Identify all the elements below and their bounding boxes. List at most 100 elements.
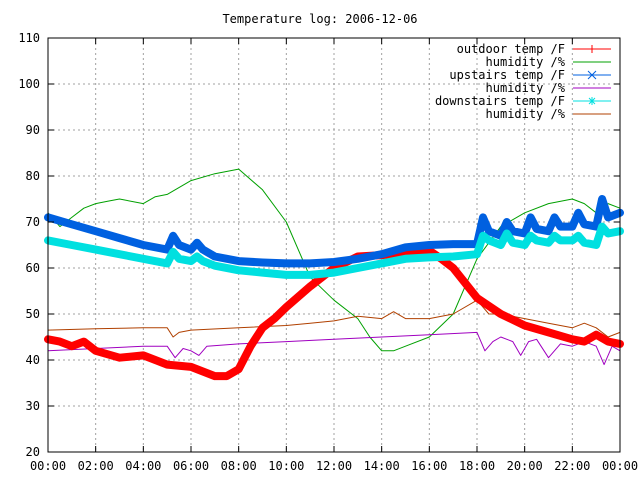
data-point (576, 234, 580, 238)
legend-label: downstairs temp /F (435, 94, 565, 108)
data-point (94, 349, 98, 353)
data-point (189, 365, 193, 369)
data-point (594, 333, 598, 337)
legend-label: outdoor temp /F (457, 42, 565, 56)
data-point (141, 257, 145, 261)
legend-label: humidity /% (486, 55, 566, 69)
series-layer (44, 168, 624, 381)
data-point (594, 225, 598, 229)
data-point (356, 266, 360, 270)
data-point (177, 243, 181, 247)
legend-label: humidity /% (486, 107, 566, 121)
data-point (505, 232, 509, 235)
data-point (511, 241, 515, 245)
data-point (427, 243, 431, 247)
data-point (558, 225, 562, 229)
legend-marker-star-icon (588, 97, 596, 105)
data-point (427, 255, 431, 259)
data-point (308, 284, 312, 288)
data-point (570, 337, 574, 341)
data-point (70, 222, 74, 226)
y-tick-label: 50 (26, 307, 40, 321)
data-point (523, 324, 527, 327)
data-point (547, 241, 550, 245)
data-point (153, 358, 157, 362)
data-point (523, 243, 527, 247)
x-tick-label: 08:00 (221, 459, 257, 473)
data-point (356, 257, 360, 261)
data-point (261, 260, 264, 264)
data-point (552, 234, 556, 238)
data-point (547, 330, 550, 334)
chart-title: Temperature log: 2006-12-06 (222, 12, 417, 26)
data-point (451, 266, 455, 270)
x-tick-label: 12:00 (316, 459, 352, 473)
data-point (475, 296, 479, 300)
legend-label: upstairs temp /F (449, 68, 565, 82)
data-point (308, 261, 312, 265)
data-point (404, 251, 407, 255)
y-tick-label: 100 (18, 77, 40, 91)
data-point (499, 243, 503, 247)
x-tick-label: 22:00 (554, 459, 590, 473)
x-tick-label: 00:00 (30, 459, 66, 473)
y-tick-label: 70 (26, 215, 40, 229)
y-tick-label: 40 (26, 353, 40, 367)
data-point (195, 255, 199, 258)
series-line-5 (47, 299, 621, 338)
data-point (82, 340, 86, 344)
data-point (558, 238, 562, 242)
data-point (332, 260, 336, 264)
data-point (201, 248, 205, 252)
data-point (505, 220, 509, 224)
data-point (582, 241, 586, 245)
data-point (380, 261, 384, 265)
x-tick-label: 20:00 (507, 459, 543, 473)
data-point (487, 229, 491, 233)
data-point (94, 248, 98, 252)
data-point (284, 261, 288, 265)
data-point (523, 232, 527, 235)
x-tick-label: 06:00 (173, 459, 209, 473)
x-tick-label: 02:00 (78, 459, 114, 473)
y-tick-label: 110 (18, 31, 40, 45)
x-tick-label: 16:00 (411, 459, 447, 473)
data-point (570, 238, 574, 242)
data-point (481, 215, 485, 219)
data-point (284, 273, 288, 277)
data-point (570, 225, 574, 229)
data-point (404, 257, 407, 261)
data-point (171, 250, 175, 254)
series-line-3 (47, 331, 621, 366)
data-point (535, 227, 539, 231)
y-tick-label: 30 (26, 399, 40, 413)
data-point (165, 248, 169, 252)
data-point (118, 356, 121, 360)
y-tick-label: 80 (26, 169, 40, 183)
data-point (70, 243, 74, 247)
data-point (213, 255, 217, 258)
data-point (189, 259, 193, 263)
x-tick-label: 00:00 (602, 459, 638, 473)
data-point (552, 215, 556, 219)
legend-marker-cross-icon (587, 70, 597, 80)
data-point (451, 242, 455, 246)
data-point (606, 340, 610, 344)
data-point (529, 215, 533, 219)
data-point (195, 241, 199, 245)
data-point (171, 234, 175, 238)
data-point (165, 363, 169, 367)
series-line-1 (47, 168, 621, 352)
data-point (261, 271, 264, 275)
data-point (487, 238, 491, 242)
legend-label: humidity /% (486, 81, 566, 95)
data-point (225, 374, 229, 378)
data-point (547, 229, 550, 233)
data-point (308, 273, 312, 277)
data-point (213, 374, 217, 378)
data-point (529, 234, 533, 238)
data-point (600, 197, 604, 201)
data-point (535, 238, 539, 242)
data-point (141, 353, 145, 357)
